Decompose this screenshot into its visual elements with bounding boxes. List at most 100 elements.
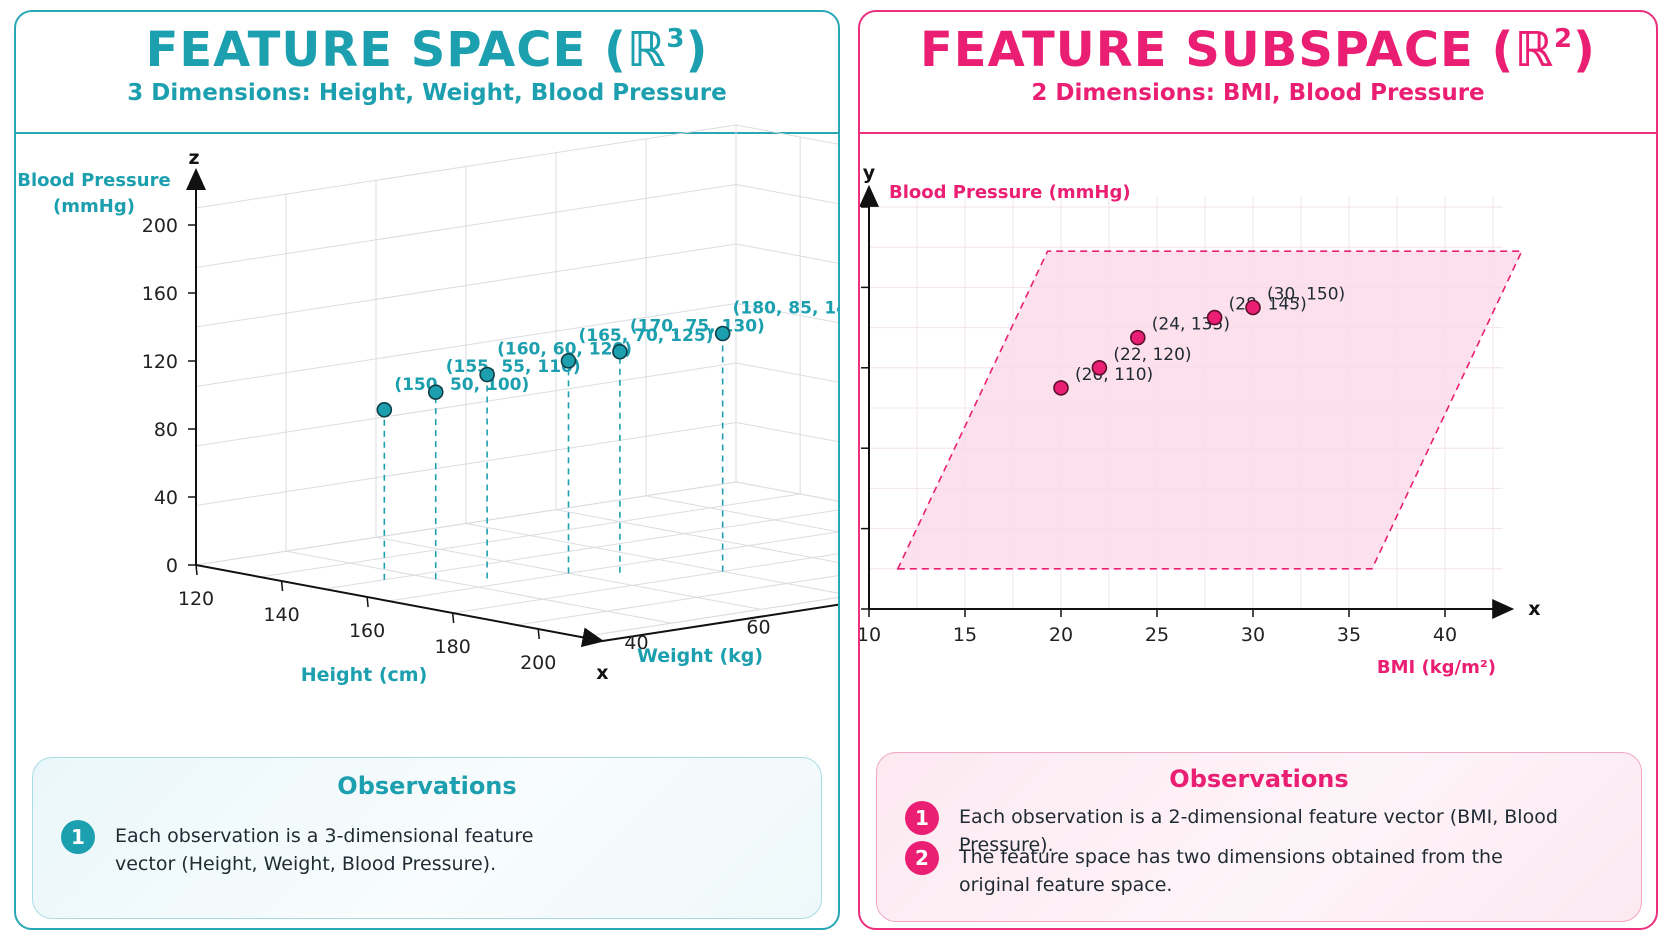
title-text: FEATURE SPACE (ℝ xyxy=(145,22,667,78)
x-axis-letter: x xyxy=(596,662,608,684)
z-tick-label: 120 xyxy=(142,351,178,373)
feature-space-header: FEATURE SPACE (ℝ3) 3 Dimensions: Height,… xyxy=(16,12,838,134)
grid-line xyxy=(452,553,838,614)
observation-text: The feature space has two dimensions obt… xyxy=(959,846,1503,896)
x-tick-label: 10 xyxy=(858,624,881,646)
x-tick xyxy=(366,596,369,608)
grid-line xyxy=(195,184,737,268)
x-tick xyxy=(195,564,198,576)
data-point xyxy=(714,325,731,342)
grid-line xyxy=(735,422,838,443)
observation-number-badge: 1 xyxy=(905,801,939,835)
observations-box: Observations 1 Each observation is a 2-d… xyxy=(876,752,1642,922)
x-tick-label: 120 xyxy=(178,588,214,610)
grid-line xyxy=(195,422,737,506)
x-axis-label: BMI (kg/m²) xyxy=(1377,657,1496,678)
title-superscript: 2 xyxy=(1553,24,1574,54)
z-tick-label: 0 xyxy=(166,555,178,577)
data-point xyxy=(1245,299,1261,316)
z-tick-label: 40 xyxy=(154,487,178,509)
data-point xyxy=(427,384,444,400)
data-label: (180, 85, 140) xyxy=(733,299,840,319)
grid-line xyxy=(555,509,838,563)
z-axis-letter: z xyxy=(188,147,199,169)
grid-line xyxy=(324,509,838,590)
title-close: ) xyxy=(1573,22,1596,78)
feature-subspace-header: FEATURE SUBSPACE (ℝ2) 2 Dimensions: BMI,… xyxy=(860,12,1656,134)
x-tick-label: 180 xyxy=(435,636,471,658)
x-tick-label: 35 xyxy=(1337,624,1361,646)
grid-line xyxy=(465,523,838,594)
title-close: ) xyxy=(685,22,709,78)
x-tick-label: 200 xyxy=(520,652,556,674)
data-point xyxy=(479,366,495,383)
y-tick-label: 60 xyxy=(746,617,770,639)
observation-number-badge: 2 xyxy=(905,841,939,875)
z-tick-label: 160 xyxy=(142,283,178,305)
grid-line xyxy=(580,596,838,638)
observation-text: Each observation is a 3-dimensional feat… xyxy=(115,825,534,875)
data-label: (22, 120) xyxy=(1113,345,1191,365)
title-superscript: 3 xyxy=(666,24,686,54)
z-tick-label: 80 xyxy=(154,419,178,441)
y-axis xyxy=(602,603,838,642)
x-tick xyxy=(451,612,455,624)
data-label: (150, 50, 100) xyxy=(394,375,529,395)
data-label: (170, 75, 130) xyxy=(630,317,765,337)
y-axis-label: Weight (kg) xyxy=(637,645,763,667)
observation-number-badge: 1 xyxy=(61,820,95,854)
observations-heading: Observations xyxy=(1169,765,1349,793)
data-point xyxy=(612,343,628,360)
z-axis-label: (mmHg) xyxy=(53,196,135,217)
x-axis xyxy=(195,564,605,648)
x-tick-label: 140 xyxy=(263,604,299,626)
data-label: (155, 55, 110) xyxy=(446,357,581,377)
data-point xyxy=(376,401,393,418)
data-label: (165, 70, 125) xyxy=(579,326,714,346)
grid-line xyxy=(285,550,672,624)
observations-heading: Observations xyxy=(337,772,517,800)
scatter-3d-chart: 0408012016020012014016018020040608010012… xyxy=(17,124,840,686)
grid-line xyxy=(735,303,838,324)
y-axis-label: Blood Pressure (mmHg) xyxy=(889,182,1131,203)
feature-space-subtitle: 3 Dimensions: Height, Weight, Blood Pres… xyxy=(127,80,727,106)
data-point xyxy=(1053,380,1069,396)
observation-item: 1 Each observation is a 3-dimensional fe… xyxy=(61,820,801,878)
grid-line xyxy=(645,495,838,533)
x-tick-label: 20 xyxy=(1049,624,1073,646)
title-text: FEATURE SUBSPACE (ℝ xyxy=(920,22,1554,78)
feature-subspace-panel: FEATURE SUBSPACE (ℝ2) 2 Dimensions: BMI,… xyxy=(858,10,1658,930)
data-label: (160, 60, 120) xyxy=(497,340,632,360)
z-axis-label: Blood Pressure xyxy=(17,170,170,191)
x-tick-label: 40 xyxy=(1433,624,1457,646)
data-point xyxy=(1091,359,1108,376)
feature-space-panel: FEATURE SPACE (ℝ3) 3 Dimensions: Height,… xyxy=(14,10,840,930)
y-axis-letter: y xyxy=(863,162,876,184)
shaded-subspace-plane xyxy=(896,250,1524,570)
x-axis-letter: x xyxy=(1528,598,1540,620)
data-label: (30, 150) xyxy=(1267,285,1345,305)
x-tick-label: 15 xyxy=(953,624,977,646)
x-tick-label: 30 xyxy=(1241,624,1265,646)
grid-line xyxy=(195,124,737,209)
grid-line xyxy=(735,184,838,205)
grid-line xyxy=(735,362,838,383)
x-axis-label: Height (cm) xyxy=(301,664,428,686)
data-point xyxy=(560,353,577,369)
observation-item: 1 Each observation is a 2-dimensional fe… xyxy=(905,801,1621,859)
grid-line xyxy=(195,243,737,328)
observation-text: Each observation is a 2-dimensional feat… xyxy=(959,806,1558,856)
grid-line xyxy=(735,481,838,502)
scatter-2d-chart: 0408012016020010152025303540yxBlood Pres… xyxy=(858,162,1540,678)
data-point xyxy=(1206,309,1223,326)
x-tick-label: 25 xyxy=(1145,624,1169,646)
grid-line xyxy=(735,124,838,145)
observations-box: Observations 1 Each observation is a 3-d… xyxy=(32,757,822,919)
feature-subspace-subtitle: 2 Dimensions: BMI, Blood Pressure xyxy=(1031,80,1485,106)
observation-item: 2 The feature space has two dimensions o… xyxy=(905,841,1621,899)
feature-space-title: FEATURE SPACE (ℝ3) xyxy=(16,22,838,78)
y-tick-label: 40 xyxy=(624,632,648,654)
data-point xyxy=(1129,329,1146,346)
grid-line xyxy=(195,303,737,387)
x-tick xyxy=(537,628,540,640)
